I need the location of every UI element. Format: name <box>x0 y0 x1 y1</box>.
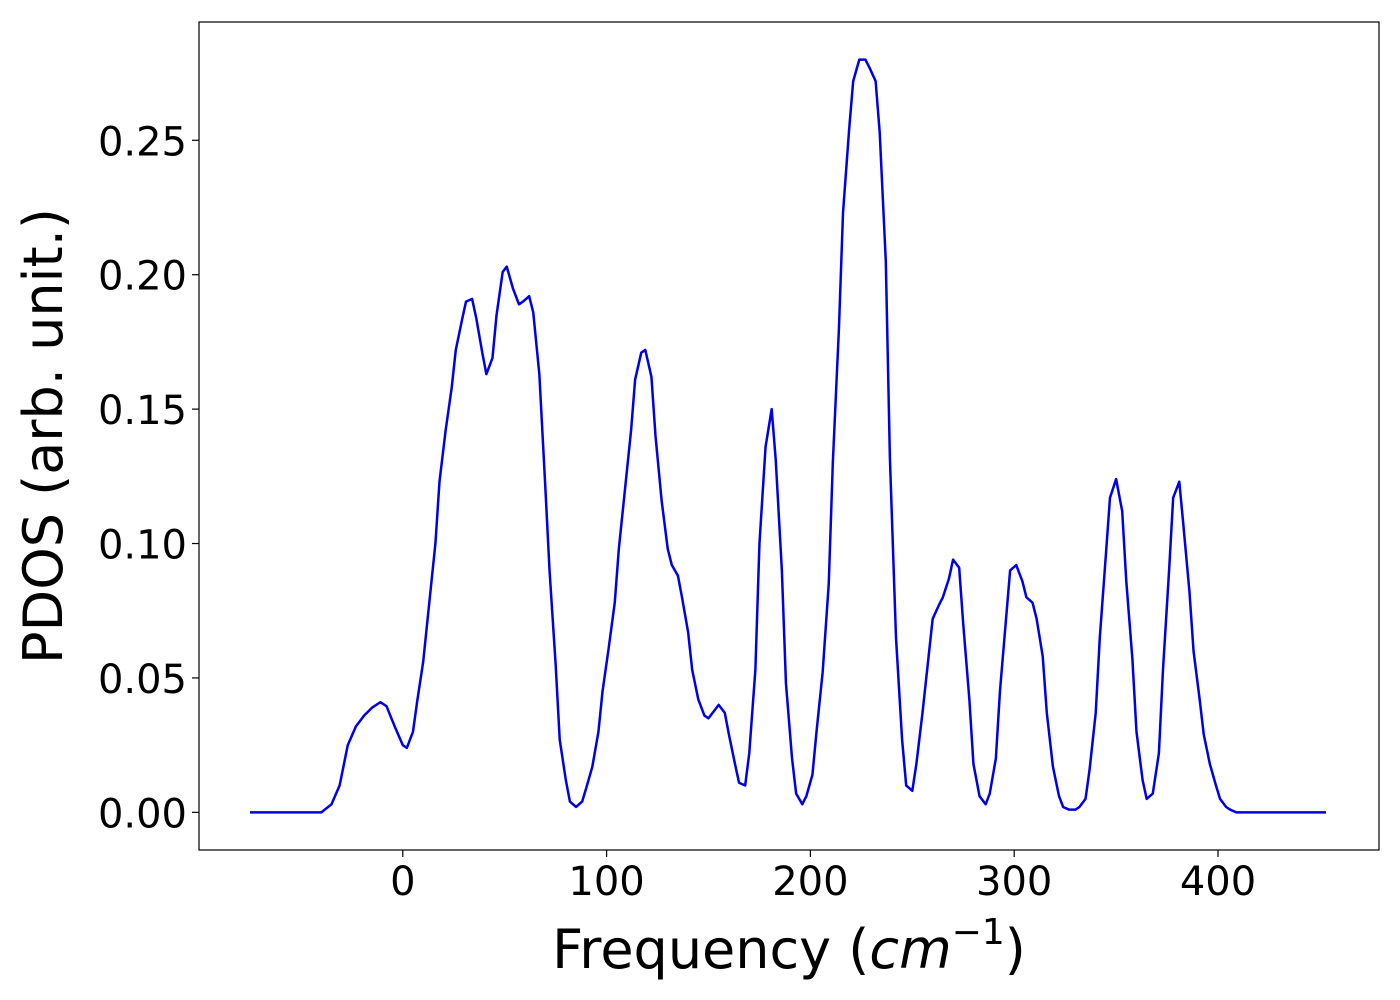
y-tick-label: 0.25 <box>98 119 187 165</box>
x-axis-label: Frequency (cm−1) <box>552 912 1026 981</box>
y-tick-label: 0.05 <box>98 657 187 703</box>
plot-frame <box>198 21 1380 851</box>
line-series <box>249 58 1327 814</box>
x-tick-label: 200 <box>772 859 848 905</box>
y-tick-label: 0.15 <box>98 388 187 434</box>
x-tick-label: 100 <box>568 859 644 905</box>
x-tick-label: 400 <box>1180 859 1256 905</box>
x-tick-label: 300 <box>976 859 1052 905</box>
y-tick-label: 0.10 <box>98 523 187 569</box>
y-tick-label: 0.00 <box>98 791 187 837</box>
x-tick-label: 0 <box>390 859 415 905</box>
y-axis-label: PDOS (arb. unit.) <box>12 208 75 664</box>
y-tick-label: 0.20 <box>98 254 187 300</box>
